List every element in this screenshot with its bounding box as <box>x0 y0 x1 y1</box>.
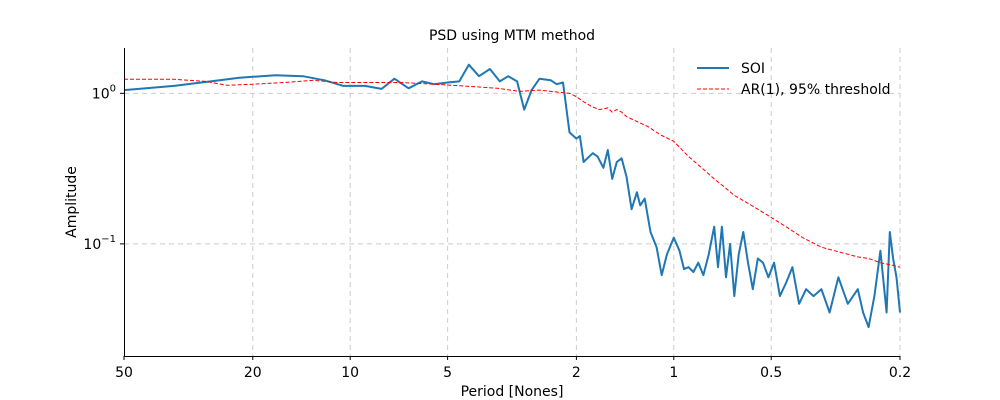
y-tick-label: 100 <box>92 83 116 102</box>
x-tick-label: 0.2 <box>889 365 911 381</box>
y-tick-label-base: 10 <box>92 86 110 102</box>
x-tick-label: 1 <box>669 365 678 381</box>
y-tick-label-base: 10 <box>83 237 101 253</box>
x-tick-label: 10 <box>341 365 359 381</box>
ar1-threshold-line <box>124 78 901 268</box>
y-tick-label-exponent: 0 <box>110 83 116 94</box>
x-tick-label: 0.5 <box>760 365 782 381</box>
legend-label: SOI <box>741 61 765 77</box>
x-tick-label: 2 <box>572 365 581 381</box>
y-tick-label-exponent: −1 <box>101 234 116 245</box>
y-tick-label: 10−1 <box>83 234 116 253</box>
x-tick-label: 50 <box>115 365 133 381</box>
soi-series-line <box>123 63 901 329</box>
y-axis-label: Amplitude <box>64 166 80 238</box>
chart-title: PSD using MTM method <box>429 28 595 44</box>
legend: SOI AR(1), 95% threshold <box>697 61 891 98</box>
legend-label: AR(1), 95% threshold <box>741 82 891 98</box>
x-tick-label: 5 <box>443 365 452 381</box>
axes <box>124 48 900 357</box>
x-tick-label: 20 <box>244 365 262 381</box>
x-axis-label: Period [Nones] <box>461 384 564 400</box>
plot-series <box>123 63 901 329</box>
